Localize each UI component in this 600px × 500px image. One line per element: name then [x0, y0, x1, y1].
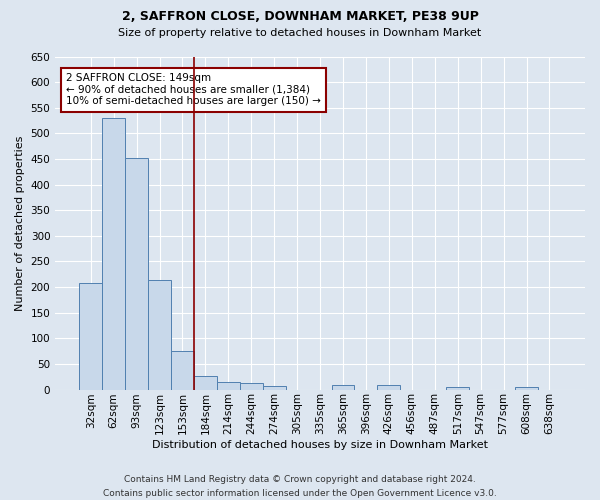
Text: 2, SAFFRON CLOSE, DOWNHAM MARKET, PE38 9UP: 2, SAFFRON CLOSE, DOWNHAM MARKET, PE38 9…: [122, 10, 478, 23]
Bar: [263, 386, 286, 390]
Bar: [194, 376, 217, 390]
Text: 2 SAFFRON CLOSE: 149sqm
← 90% of detached houses are smaller (1,384)
10% of semi: 2 SAFFRON CLOSE: 149sqm ← 90% of detache…: [66, 73, 320, 106]
Bar: [515, 387, 538, 390]
Bar: [125, 158, 148, 390]
Bar: [79, 284, 102, 390]
X-axis label: Distribution of detached houses by size in Downham Market: Distribution of detached houses by size …: [152, 440, 488, 450]
Bar: [217, 382, 240, 390]
Bar: [446, 387, 469, 390]
Bar: [148, 280, 171, 390]
Bar: [171, 351, 194, 390]
Bar: [102, 118, 125, 390]
Text: Size of property relative to detached houses in Downham Market: Size of property relative to detached ho…: [118, 28, 482, 38]
Bar: [240, 383, 263, 390]
Text: Contains HM Land Registry data © Crown copyright and database right 2024.
Contai: Contains HM Land Registry data © Crown c…: [103, 476, 497, 498]
Bar: [377, 386, 400, 390]
Y-axis label: Number of detached properties: Number of detached properties: [15, 136, 25, 310]
Bar: [332, 386, 355, 390]
